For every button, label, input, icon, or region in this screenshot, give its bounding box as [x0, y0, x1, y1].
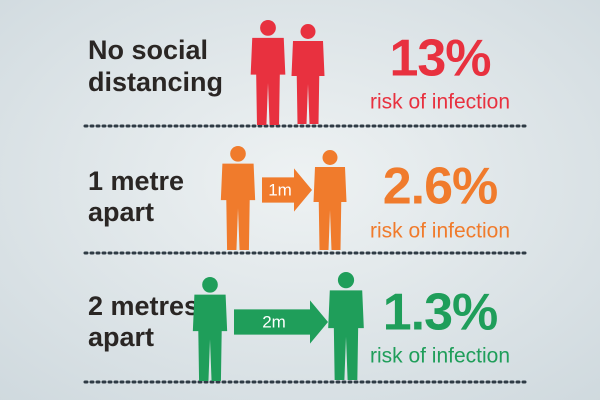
- distance-label: 1m: [268, 180, 292, 199]
- risk-caption: risk of infection: [370, 91, 510, 114]
- risk-value: 13%: [389, 30, 490, 88]
- person-body: [291, 41, 325, 124]
- risk-value: 2.6%: [383, 158, 498, 216]
- person-body: [313, 167, 347, 250]
- person-icon: [250, 20, 286, 125]
- row-label: apart: [88, 197, 154, 227]
- person-body: [250, 37, 286, 125]
- person-icon: [192, 277, 228, 381]
- row-label: 1 metre: [88, 166, 184, 196]
- person-head: [300, 24, 316, 39]
- person-icon: [291, 24, 325, 124]
- risk-caption: risk of infection: [370, 220, 510, 243]
- person-head: [322, 150, 338, 165]
- person-body: [328, 290, 364, 380]
- row-label: apart: [88, 322, 154, 352]
- person-icon: [313, 150, 347, 250]
- person-head: [337, 272, 355, 289]
- row-label: 2 metres: [88, 291, 199, 321]
- distance-arrow: [234, 300, 328, 344]
- person-head: [230, 146, 246, 162]
- person-icon: [220, 146, 256, 250]
- person-body: [192, 294, 228, 381]
- risk-value: 1.3%: [383, 284, 498, 342]
- person-icon: [328, 272, 364, 380]
- person-head: [202, 277, 218, 293]
- distance-arrow: [262, 168, 312, 212]
- distance-label: 2m: [262, 312, 286, 331]
- row-label: No social: [88, 35, 208, 65]
- risk-caption: risk of infection: [370, 345, 510, 368]
- person-body: [220, 163, 256, 250]
- row-label: distancing: [88, 67, 223, 97]
- person-head: [260, 20, 276, 36]
- dividers: [83, 124, 527, 384]
